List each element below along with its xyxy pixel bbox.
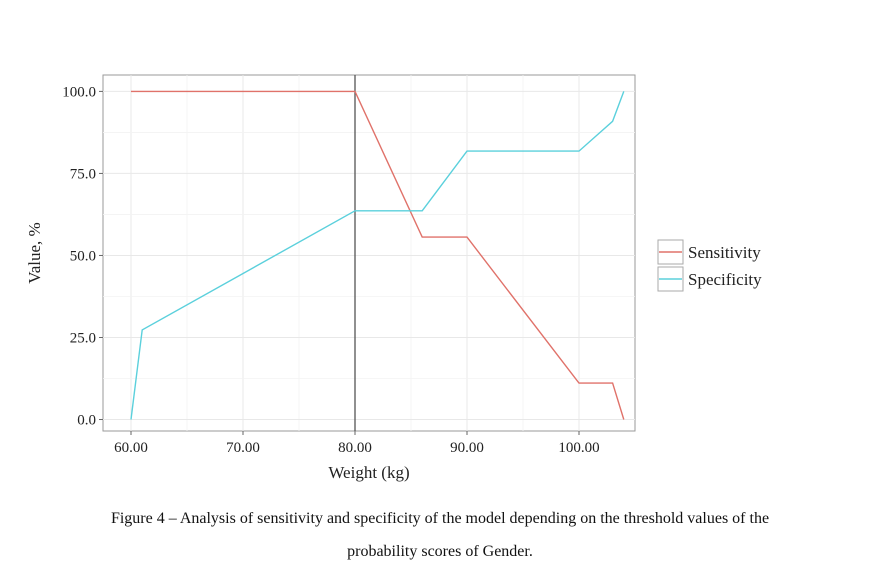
series-line-specificity (130, 91, 625, 420)
x-tick-label: 80.00 (338, 440, 372, 456)
x-tick-label: 100.00 (558, 440, 599, 456)
y-tick-label: 75.0 (70, 166, 96, 182)
y-tick-label: 25.0 (70, 330, 96, 346)
y-axis-ticks: 0.0 25.0 50.0 75.0 100.0 (62, 84, 103, 429)
chart: 0.0 25.0 50.0 75.0 100.0 60.00 70.00 80.00 90.0… (25, 74, 762, 482)
y-axis-label: Value, % (25, 222, 44, 283)
legend-label-sensitivity: Sensitivity (688, 243, 761, 262)
figure-caption-line-2: probability scores of Gender. (347, 543, 533, 560)
x-axis-ticks: 60.00 70.00 80.00 90.00 100.00 (114, 431, 600, 456)
x-axis-label: Weight (kg) (328, 463, 409, 482)
figure-caption-line-1: Figure 4 – Analysis of sensitivity and s… (110, 510, 770, 527)
y-tick-label: 50.0 (70, 248, 96, 264)
legend: Sensitivity Specificity (657, 239, 762, 292)
series-group (130, 90, 625, 420)
grid (103, 75, 635, 431)
x-tick-label: 60.00 (114, 440, 148, 456)
y-tick-label: 0.0 (77, 413, 96, 429)
series-line-sensitivity (131, 90, 625, 420)
legend-label-specificity: Specificity (688, 270, 762, 289)
y-tick-label: 100.0 (62, 84, 96, 100)
x-tick-label: 70.00 (226, 440, 260, 456)
x-tick-label: 90.00 (450, 440, 484, 456)
plot-panel (102, 74, 636, 432)
